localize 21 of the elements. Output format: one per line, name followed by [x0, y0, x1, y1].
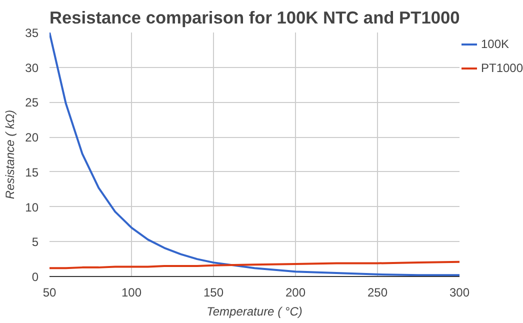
- y-tick-label: 20: [25, 130, 39, 145]
- legend-label: 100K: [481, 37, 510, 51]
- y-tick-label: 35: [25, 26, 39, 40]
- line-series: [50, 260, 460, 270]
- x-tick-label: 150: [203, 286, 224, 300]
- chart-title: Resistance comparison for 100K NTC and PT1000: [50, 8, 460, 28]
- x-tick-label: 50: [42, 286, 56, 300]
- x-tick-label: 100: [121, 286, 142, 300]
- line-series: [50, 32, 460, 276]
- y-axis-title: Resistance ( kΩ): [3, 110, 18, 200]
- x-tick-label: 300: [449, 286, 470, 300]
- x-tick-label: 250: [367, 286, 388, 300]
- y-tick-label: 15: [25, 165, 39, 180]
- y-tick-label: 10: [25, 200, 39, 214]
- x-axis-title: Temperature ( °C): [206, 304, 302, 318]
- y-tick-label: 5: [32, 235, 39, 250]
- y-tick-label: 30: [25, 60, 39, 75]
- x-tick-label: 200: [285, 286, 306, 300]
- y-tick-label: 25: [25, 96, 39, 110]
- legend-label: PT1000: [481, 61, 523, 75]
- y-tick-label: 0: [32, 270, 39, 284]
